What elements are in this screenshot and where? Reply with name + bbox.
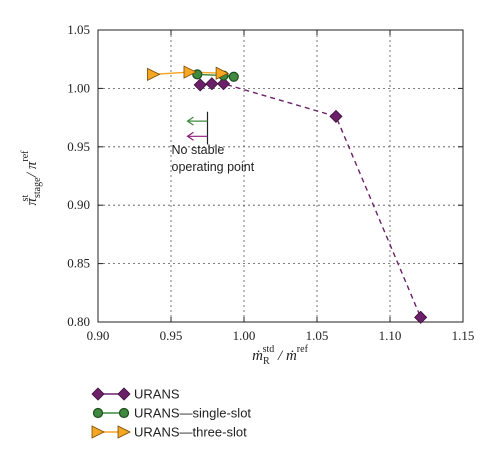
plot-frame — [97, 29, 464, 323]
legend-marker — [91, 425, 105, 439]
legend-marker — [92, 407, 104, 419]
axis-ticks: 0.90 0.95 1.00 1.05 1.10 1.15 0.80 0.85 0.90 0.95… — [67, 22, 474, 343]
y-tick-label: 0.90 — [67, 197, 90, 212]
data-point — [414, 310, 428, 324]
y-tick-label: 0.80 — [67, 314, 90, 329]
x-tick-label: 1.10 — [379, 328, 402, 343]
y-tick-label: 1.00 — [67, 80, 90, 95]
legend-marker — [118, 407, 130, 419]
x-tick-label: 1.15 — [452, 328, 475, 343]
x-axis-label: ṁRstd / ṁref — [252, 344, 308, 367]
legend-marker — [91, 387, 105, 401]
annotation-arrowhead — [186, 131, 194, 141]
x-tick-label: 0.95 — [160, 328, 183, 343]
legend-label: URANS — [134, 387, 180, 402]
legend-label: URANS—single-slot — [134, 406, 251, 421]
grid — [98, 30, 463, 322]
annotation-text: No stable — [172, 143, 225, 157]
y-axis-label: πstagest / πref — [20, 150, 43, 206]
legend-marker — [117, 425, 131, 439]
annotation: No stable operating point — [172, 111, 255, 174]
data-point — [147, 67, 161, 82]
data-point — [228, 71, 239, 82]
x-tick-label: 0.90 — [87, 328, 110, 343]
x-tick-label: 1.00 — [233, 328, 256, 343]
x-tick-label: 1.05 — [306, 328, 329, 343]
legend-label: URANS—three-slot — [134, 425, 247, 440]
data-point — [183, 65, 197, 79]
data-point — [216, 77, 231, 91]
series-line — [200, 83, 422, 318]
y-tick-label: 1.05 — [67, 22, 90, 37]
y-tick-label: 0.95 — [67, 139, 90, 154]
series-layer — [147, 65, 428, 324]
data-point — [329, 109, 343, 123]
data-point — [205, 77, 219, 91]
y-tick-label: 0.85 — [67, 256, 90, 271]
annotation-text: operating point — [172, 160, 255, 174]
data-point — [193, 78, 207, 92]
annotation-arrowhead — [186, 116, 194, 126]
legend: URANS URANS—single-slot URANS—three-slot — [91, 387, 251, 440]
legend-marker — [117, 387, 131, 401]
data-point — [215, 66, 229, 80]
